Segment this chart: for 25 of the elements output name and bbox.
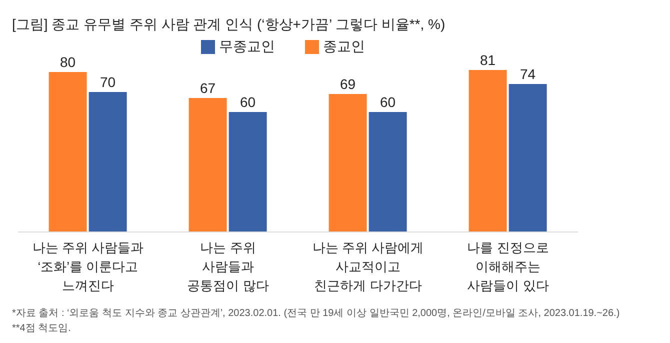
x-tick-label: 나는 주위 사람들과 공통점이 많다 xyxy=(187,240,269,293)
data-label: 67 xyxy=(200,80,216,96)
data-label: 69 xyxy=(340,76,356,92)
data-label: 60 xyxy=(240,94,256,110)
text: *자료 출처 : ‘외로움 척도 지수와 종교 상관관계’, 2023.02.01. (전국 만 19세 이상 일반국민 2,000명, 온라인/모바일 조사, 2023.01.19.~26.) xyxy=(12,307,621,321)
bar xyxy=(508,84,547,232)
chart-title: [그림] 종교 유무별 주위 사람 관계 인식 (‘항상+가끔’ 그렇다 비율**, %) xyxy=(11,15,446,34)
data-label: 81 xyxy=(480,52,496,68)
legend-label: 무종교인 xyxy=(219,38,275,54)
data-label: 80 xyxy=(60,54,76,70)
bar xyxy=(188,98,227,232)
data-label: 74 xyxy=(520,66,536,82)
data-label: 70 xyxy=(100,74,116,90)
x-tick-label: 나는 주위 사람에게 사교적이고 친근하게 다가간다 xyxy=(312,240,424,293)
legend-label: 종교인 xyxy=(323,38,365,54)
bar xyxy=(328,94,367,232)
data-label: 60 xyxy=(380,94,396,110)
bar xyxy=(368,112,407,232)
x-tick-label: 나를 진정으로 이해해주는 사람들이 있다 xyxy=(467,240,549,293)
bar xyxy=(48,72,87,232)
bar xyxy=(228,112,267,232)
x-tick-label: 나는 주위 사람들과 ‘조화’를 이룬다고 느껴진다 xyxy=(32,240,144,293)
text: **4점 척도임. xyxy=(12,322,72,336)
bar xyxy=(468,70,507,232)
bar xyxy=(88,92,127,232)
